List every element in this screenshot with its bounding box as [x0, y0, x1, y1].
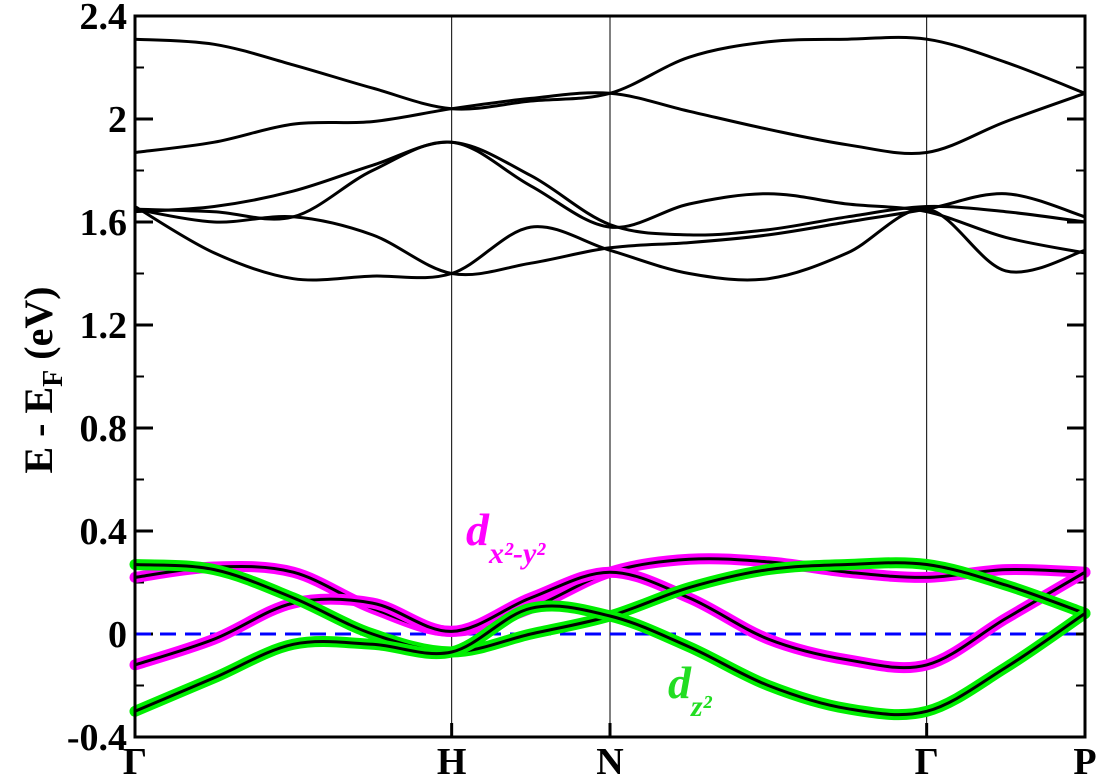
x-kpoint-label: Γ — [123, 741, 147, 779]
y-axis-label-unit: (eV) — [16, 286, 61, 359]
y-tick-label: 2 — [108, 99, 127, 141]
band-conduction-2 — [134, 140, 1086, 237]
band-series — [129, 35, 1091, 721]
high-symmetry-lines — [451, 16, 928, 737]
y-tick-label: 0 — [108, 614, 127, 656]
band-conduction-5 — [134, 205, 1086, 282]
x-kpoint-label: Γ — [915, 741, 939, 779]
y-tick-label: -0.4 — [67, 717, 127, 759]
y-tick-label: 0.8 — [80, 408, 128, 450]
orbital-label-dz2: dz² — [668, 657, 713, 723]
band-dz2-9 — [134, 604, 1086, 717]
orbital-label-dx2y2-base: d — [466, 504, 490, 555]
y-axis-label-main: E - E — [16, 387, 61, 474]
y-tick-label: 1.2 — [80, 305, 128, 347]
x-kpoint-label: N — [596, 741, 623, 779]
y-tick-labels: -0.4 0 0.4 0.8 1.2 1.6 2 2.4 — [67, 0, 127, 759]
orbital-label-dx2y2: dx²-y² — [466, 504, 546, 570]
x-kpoint-label: H — [437, 741, 467, 779]
y-axis-label-sub: F — [38, 370, 69, 387]
x-kpoint-label: P — [1073, 741, 1096, 779]
y-axis-label: E - EF (eV) — [16, 286, 69, 473]
y-tick-label: 0.4 — [80, 511, 128, 553]
y-tick-label: 1.6 — [80, 202, 128, 244]
orbital-label-dz2-base: d — [668, 657, 692, 708]
orbital-label-dz2-sub: z² — [690, 690, 713, 723]
orbital-label-dx2y2-sub: x²-y² — [488, 537, 546, 570]
plot-frame — [133, 14, 1087, 739]
band-conduction-1 — [134, 91, 1086, 155]
y-tick-label: 2.4 — [80, 0, 128, 38]
